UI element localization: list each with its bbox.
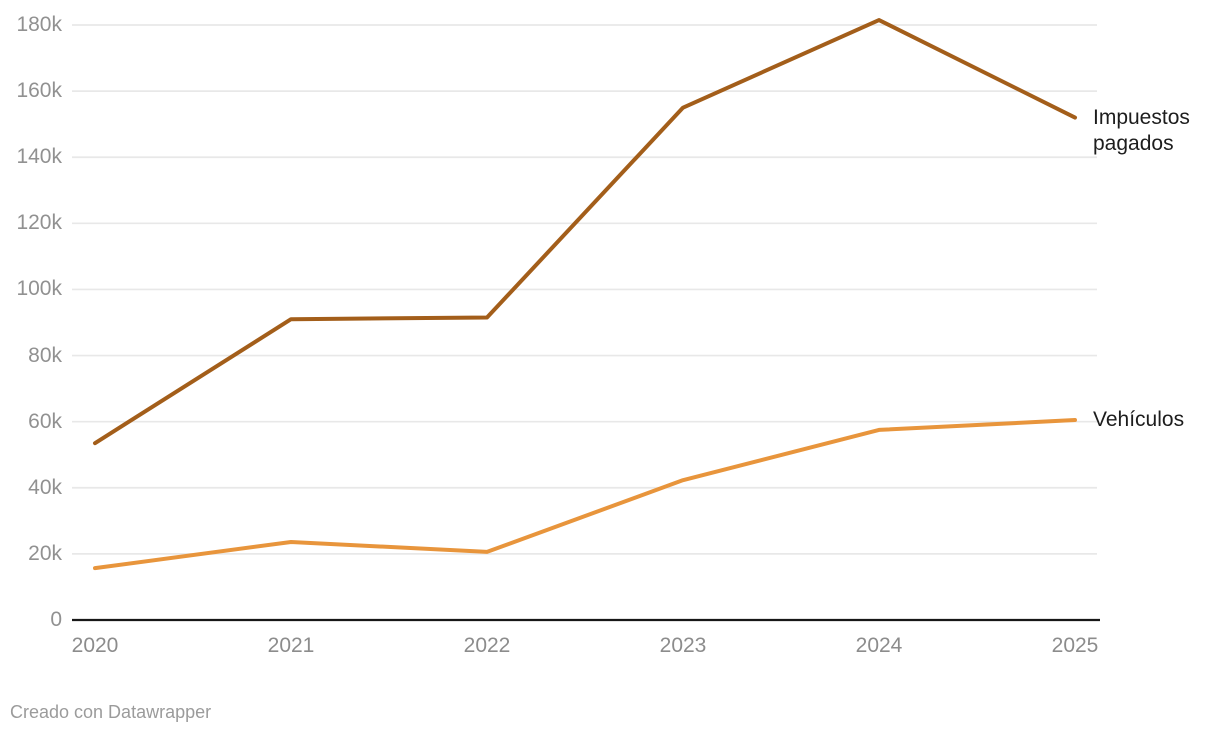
y-tick-label: 160k — [16, 79, 62, 103]
series-label-line: pagados — [1093, 131, 1174, 155]
y-tick-label: 80k — [28, 343, 62, 367]
series-line-impuestos-pagados[interactable] — [93, 18, 1077, 446]
x-tick-label: 2021 — [267, 634, 315, 657]
y-tick-label: 0 — [50, 608, 62, 631]
y-tick-label: 120k — [16, 211, 62, 235]
y-tick-label: 60k — [28, 409, 62, 433]
y-tick-label: 40k — [28, 475, 62, 499]
series-label-vehiculos: Vehículos — [1093, 407, 1184, 433]
y-tick-label: 180k — [16, 13, 62, 36]
series-label-line: Impuestos — [1093, 105, 1190, 129]
x-tick-label: 2022 — [463, 634, 511, 657]
series-label-line: Vehículos — [1093, 408, 1185, 431]
x-tick-label: 2020 — [71, 634, 119, 657]
attribution-link[interactable]: Creado con Datawrapper — [10, 702, 212, 722]
series-line-vehiculos[interactable] — [93, 418, 1077, 571]
y-tick-label: 140k — [16, 145, 62, 169]
x-tick-label: 2023 — [659, 634, 707, 657]
x-tick-label: 2025 — [1051, 634, 1099, 657]
series-label-impuestos-pagados: Impuestos pagados — [1093, 105, 1190, 157]
y-tick-label: 20k — [28, 541, 62, 565]
x-tick-label: 2024 — [855, 634, 903, 657]
y-tick-label: 100k — [16, 277, 62, 301]
